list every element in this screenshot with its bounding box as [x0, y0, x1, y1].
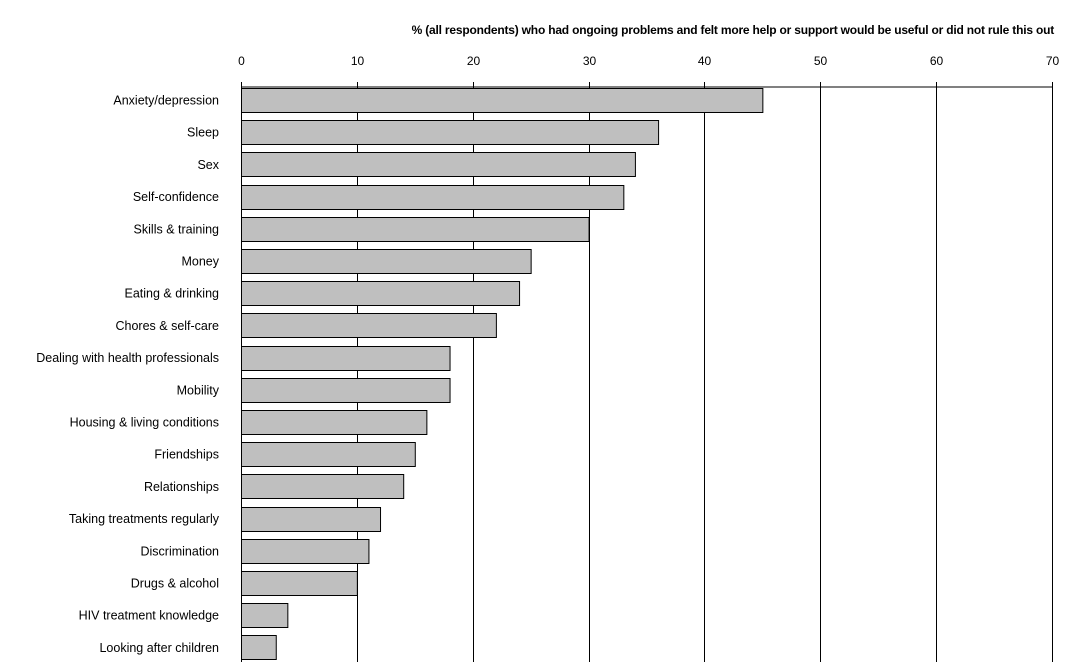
bar: [241, 635, 277, 660]
x-axis-title: % (all respondents) who had ongoing prob…: [412, 23, 1055, 37]
category-label: Drugs & alcohol: [131, 577, 219, 591]
category-label: Self-confidence: [133, 190, 219, 204]
bar: [241, 185, 625, 210]
bar: [241, 217, 590, 242]
category-labels: Anxiety/depression Sleep Sex Self-confidenc…: [36, 94, 219, 655]
bar: [241, 378, 451, 403]
bar: [241, 313, 497, 338]
category-label: Looking after children: [99, 641, 219, 655]
bar: [241, 249, 532, 274]
x-tick-label: 10: [351, 54, 365, 68]
category-label: HIV treatment knowledge: [79, 609, 219, 623]
x-tick-label: 40: [698, 54, 712, 68]
category-label: Mobility: [177, 383, 220, 397]
bar: [241, 539, 370, 564]
category-label: Skills & training: [134, 222, 219, 236]
category-label: Chores & self-care: [115, 319, 219, 333]
x-tick-label: 0: [238, 54, 245, 68]
category-label: Relationships: [144, 480, 219, 494]
bar: [241, 474, 405, 499]
bar: [241, 442, 416, 467]
bar: [241, 152, 636, 177]
grid-layer: [241, 82, 1053, 662]
category-label: Sex: [197, 158, 219, 172]
category-label: Sleep: [187, 126, 219, 140]
bar: [241, 571, 358, 596]
x-tick-label: 30: [583, 54, 597, 68]
x-tick-label: 20: [467, 54, 481, 68]
category-label: Taking treatments regularly: [69, 512, 220, 526]
x-tick-label: 50: [814, 54, 828, 68]
category-label: Housing & living conditions: [70, 416, 219, 430]
category-label: Discrimination: [141, 544, 220, 558]
category-label: Friendships: [154, 448, 219, 462]
category-label: Anxiety/depression: [113, 94, 219, 108]
category-label: Money: [181, 255, 219, 269]
category-label: Eating & drinking: [124, 287, 219, 301]
bar: [241, 410, 428, 435]
bar: [241, 346, 451, 371]
category-label: Dealing with health professionals: [36, 351, 219, 365]
bar: [241, 120, 660, 145]
bar: [241, 603, 289, 628]
bar: [241, 507, 382, 532]
x-tick-labels: 0 10 20 30 40 50 60 70: [238, 54, 1059, 68]
x-tick-label: 70: [1046, 54, 1060, 68]
bars: [241, 88, 764, 660]
bar: [241, 281, 521, 306]
bar: [241, 88, 764, 113]
x-tick-label: 60: [930, 54, 944, 68]
